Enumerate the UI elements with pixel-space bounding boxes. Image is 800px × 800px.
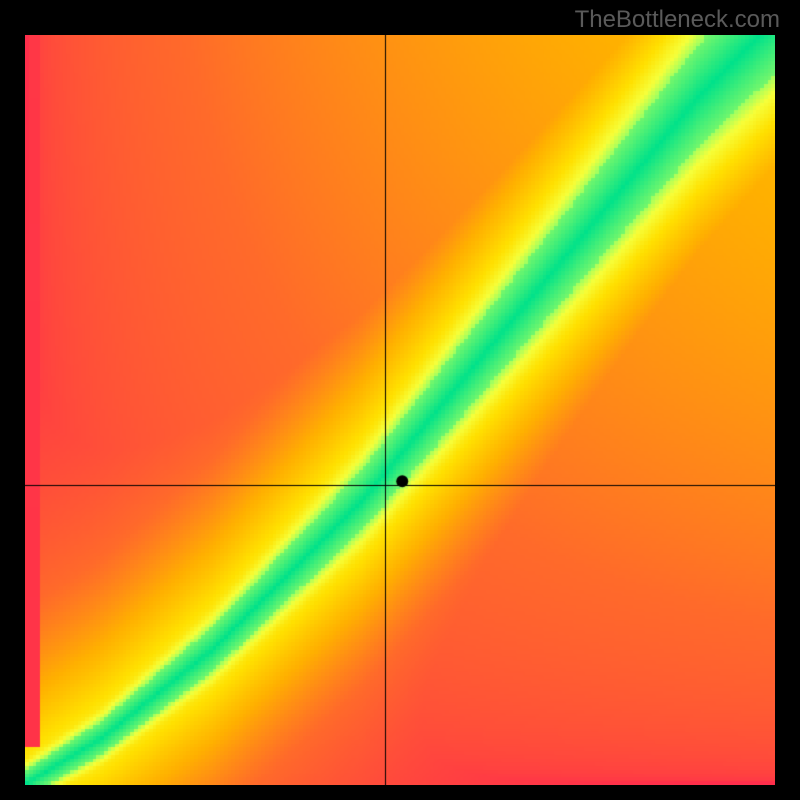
plot-area <box>25 35 775 785</box>
bottleneck-heatmap <box>25 35 775 785</box>
attribution-text: TheBottleneck.com <box>575 6 780 34</box>
chart-container: TheBottleneck.com <box>0 0 800 800</box>
